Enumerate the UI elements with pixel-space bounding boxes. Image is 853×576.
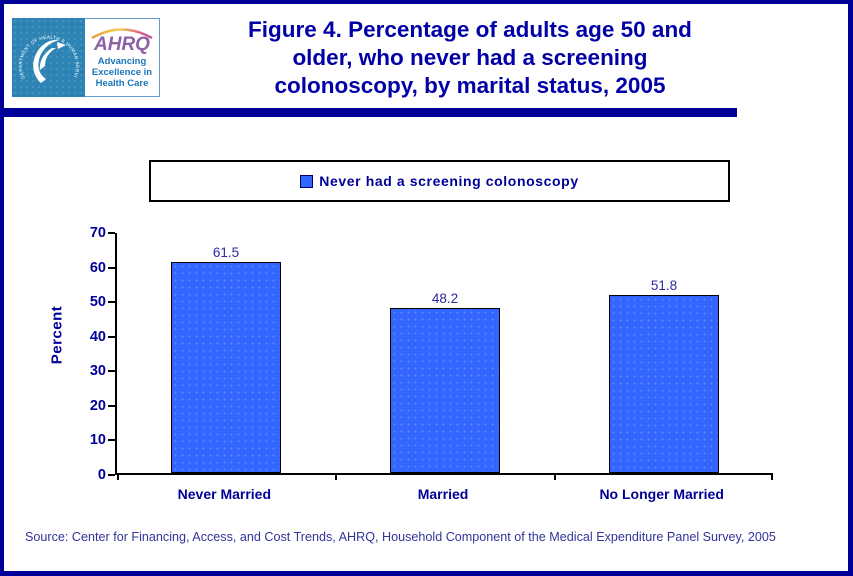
hhs-ring-text: DEPARTMENT OF HEALTH & HUMAN SERVICES • … [12,18,80,80]
x-axis-category-labels: Never Married Married No Longer Married [115,486,771,502]
bar-never-married: 61.5 [171,245,281,473]
agency-logo: DEPARTMENT OF HEALTH & HUMAN SERVICES • … [12,18,160,97]
plot-area: 61.5 48.2 51.8 [115,233,773,480]
x-category-label: Never Married [177,486,272,502]
figure-title-line1: Figure 4. Percentage of adults age 50 an… [248,17,692,42]
y-tick-label: 30 [89,363,106,380]
chart-legend: Never had a screening colonoscopy [149,160,730,202]
bar-married: 48.2 [390,291,500,473]
figure-title: Figure 4. Percentage of adults age 50 an… [190,16,750,100]
y-tick-label: 70 [89,225,106,241]
y-tick-label: 60 [89,259,106,276]
x-axis-tick-mark [771,473,773,480]
bar-value-label: 51.8 [650,278,678,294]
ahrq-logo: AHRQ Advancing Excellence in Health Care [85,18,160,97]
y-tick-label: 20 [89,397,106,414]
y-tick-label: 50 [89,294,106,311]
svg-text:DEPARTMENT OF HEALTH & HUMAN S: DEPARTMENT OF HEALTH & HUMAN SERVICES • … [12,18,80,80]
header-divider [4,108,737,117]
bar-no-longer-married: 51.8 [609,278,719,473]
legend-marker-icon [300,174,314,188]
figure-title-line3: colonoscopy, by marital status, 2005 [274,73,666,98]
y-axis-tick-labels: 70 60 50 40 30 20 10 0 [72,224,106,484]
ahrq-rainbow-arc-icon [91,27,153,39]
ahrq-acronym: AHRQ [94,33,150,55]
y-tick-label: 0 [97,466,106,483]
y-axis-tick-marks [108,232,115,476]
y-axis-title: Percent [48,305,66,365]
hhs-eagle-shape [33,39,66,83]
x-axis-tick-mark [117,473,119,480]
ahrq-tagline: Advancing Excellence in Health Care [91,55,153,89]
source-note: Source: Center for Financing, Access, an… [25,530,776,544]
bar-value-label: 48.2 [431,290,459,306]
x-category-label: Married [417,486,469,502]
legend-label: Never had a screening colonoscopy [319,173,579,189]
bar-value-label: 61.5 [212,245,240,261]
figure-title-line2: older, who never had a screening [292,45,648,70]
x-axis-tick-mark [335,473,337,480]
x-category-label: No Longer Married [599,486,724,502]
hhs-eagle-icon: DEPARTMENT OF HEALTH & HUMAN SERVICES • … [12,18,80,83]
y-tick-label: 40 [89,328,106,345]
x-axis-tick-mark [554,473,556,480]
hhs-logo: DEPARTMENT OF HEALTH & HUMAN SERVICES • … [12,18,85,97]
y-tick-label: 10 [89,432,106,449]
